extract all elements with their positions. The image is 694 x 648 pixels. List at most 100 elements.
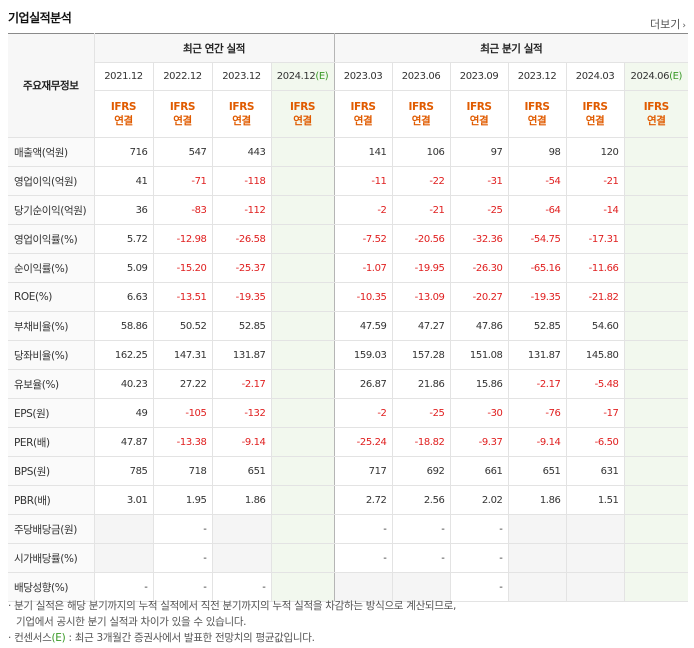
value-cell: 547 — [152, 137, 212, 167]
value-cell: -64 — [507, 195, 567, 225]
estimate-mark: (E) — [315, 71, 329, 82]
period-date: 2024.12 — [276, 71, 316, 82]
value-cell — [623, 282, 689, 312]
value-cell — [565, 572, 625, 602]
value-cell: 97 — [449, 137, 509, 167]
value-cell: 718 — [152, 456, 212, 486]
accounting-standard: IFRS 연결 — [211, 90, 271, 138]
value-cell: -21 — [565, 166, 625, 196]
value-cell: 120 — [565, 137, 625, 167]
value-cell: 5.72 — [93, 224, 153, 254]
period-header: 2022.12 — [152, 62, 212, 91]
value-cell: - — [391, 514, 451, 544]
value-cell: -105 — [152, 398, 212, 428]
consolidated-label: 연결 — [527, 115, 547, 127]
accounting-standard: IFRS 연결 — [391, 90, 451, 138]
table-row: 순이익률(%) 5.09 -15.20 -25.37 -1.07 -19.95 -26.30… — [8, 253, 689, 283]
value-cell — [211, 514, 271, 544]
period-date: 2022.12 — [163, 71, 202, 82]
value-cell — [333, 572, 393, 602]
estimate-mark: (E) — [669, 71, 683, 82]
consolidated-label: 연결 — [411, 115, 431, 127]
value-cell — [623, 572, 689, 602]
value-cell — [565, 543, 625, 573]
value-cell: -54.75 — [507, 224, 567, 254]
consolidated-label: 연결 — [232, 115, 251, 127]
consolidated-label: 연결 — [585, 115, 605, 127]
value-cell — [270, 456, 335, 486]
value-cell — [270, 253, 335, 283]
period-header: 2023.12 — [507, 62, 567, 91]
row-label: PBR(배) — [8, 485, 94, 515]
accounting-standard: IFRS 연결 — [565, 90, 625, 138]
value-cell: 131.87 — [507, 340, 567, 370]
value-cell: 3.01 — [93, 485, 153, 515]
value-cell — [270, 427, 335, 457]
table-row: 시가배당률(%) - - - - — [8, 543, 689, 573]
value-cell: 145.80 — [565, 340, 625, 370]
value-cell: -19.95 — [391, 253, 451, 283]
table-row: 당좌비율(%) 162.25 147.31 131.87 159.03 157.28 151… — [8, 340, 689, 370]
ifrs-label: IFRS — [228, 101, 255, 113]
table-row: PER(배) 47.87 -13.38 -9.14 -25.24 -18.82 -9.37-… — [8, 427, 689, 457]
row-label: EPS(원) — [8, 398, 94, 428]
value-cell: -21.82 — [565, 282, 625, 312]
value-cell: -17.31 — [565, 224, 625, 254]
value-cell — [623, 166, 689, 196]
value-cell: -71 — [152, 166, 212, 196]
value-cell: 49 — [93, 398, 153, 428]
footnote-line: · 분기 실적은 해당 분기까지의 누적 실적에서 직전 분기까지의 누적 실적… — [8, 600, 457, 612]
value-cell: 40.23 — [93, 369, 153, 399]
footnotes: · 분기 실적은 해당 분기까지의 누적 실적에서 직전 분기까지의 누적 실적… — [8, 598, 456, 646]
value-cell: 692 — [391, 456, 451, 486]
row-label: 당좌비율(%) — [8, 340, 94, 370]
value-cell: 52.85 — [507, 311, 567, 341]
value-cell — [623, 340, 689, 370]
value-cell: -26.30 — [449, 253, 509, 283]
period-header: 2023.09 — [449, 62, 509, 91]
value-cell — [623, 427, 689, 457]
value-cell: -9.14 — [211, 427, 271, 457]
footnote-line: · 컨센서스(E) : 최근 3개월간 증권사에서 발표한 전망치의 평균값입니… — [8, 630, 456, 646]
period-date: 2021.12 — [104, 71, 143, 82]
value-cell: 54.60 — [565, 311, 625, 341]
value-cell: -2.17 — [507, 369, 567, 399]
period-header: 2023.06 — [391, 62, 451, 91]
value-cell: -19.35 — [507, 282, 567, 312]
value-cell — [270, 514, 335, 544]
value-cell — [623, 311, 689, 341]
accounting-standard: IFRS 연결 — [333, 90, 393, 138]
value-cell: 27.22 — [152, 369, 212, 399]
more-link[interactable]: 더보기 › — [650, 16, 686, 32]
value-cell: -10.35 — [333, 282, 393, 312]
value-cell — [623, 253, 689, 283]
period-header: 2021.12 — [93, 62, 153, 91]
value-cell: 785 — [93, 456, 153, 486]
accounting-standard: IFRS 연결 — [152, 90, 212, 138]
table-row: 배당성향(%) - - - - — [8, 572, 689, 602]
value-cell: -54 — [507, 166, 567, 196]
value-cell: 1.86 — [211, 485, 271, 515]
row-label: 시가배당률(%) — [8, 543, 94, 573]
value-cell — [270, 137, 335, 167]
table-row: 유보율(%) 40.23 27.22 -2.17 26.87 21.86 15.86 -2.1… — [8, 369, 689, 399]
row-label: ROE(%) — [8, 282, 94, 312]
value-cell: 5.09 — [93, 253, 153, 283]
financial-table: 주요재무정보 최근 연간 실적 최근 분기 실적 2021.12 2022.12 2… — [8, 33, 689, 602]
value-cell — [211, 543, 271, 573]
period-date: 2023.12 — [517, 71, 557, 82]
value-cell: -17 — [565, 398, 625, 428]
value-cell: -25.24 — [333, 427, 393, 457]
footnote-line: 기업에서 공시한 분기 실적과 차이가 있을 수 있습니다. — [16, 616, 247, 628]
value-cell: 443 — [211, 137, 271, 167]
footnote-suffix: : 최근 3개월간 증권사에서 발표한 전망치의 평균값입니다. — [65, 632, 315, 644]
period-date: 2023.12 — [222, 71, 261, 82]
value-cell: 147.31 — [152, 340, 212, 370]
value-cell — [270, 282, 335, 312]
value-cell — [623, 224, 689, 254]
value-cell — [93, 514, 153, 544]
row-label: 순이익률(%) — [8, 253, 94, 283]
value-cell: 26.87 — [333, 369, 393, 399]
value-cell: -20.56 — [391, 224, 451, 254]
value-cell — [623, 485, 689, 515]
